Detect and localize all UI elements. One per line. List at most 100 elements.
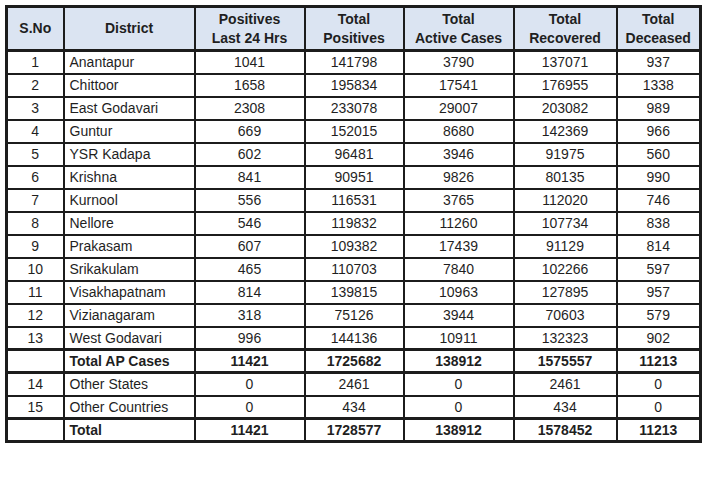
- total-recovered-cell: 91975: [514, 143, 617, 166]
- total-positives-cell: 119832: [305, 212, 404, 235]
- positives-24hrs-cell: 0: [195, 396, 305, 419]
- total-recovered-cell: 112020: [514, 189, 617, 212]
- positives-24hrs-cell: 318: [195, 304, 305, 327]
- covid-district-table-container: S.No District Positives Last 24 Hrs Tota…: [5, 5, 699, 443]
- total-active-cell: 138912: [404, 419, 514, 442]
- sno-cell: 11: [7, 281, 64, 304]
- table-row: 3East Godavari230823307829007203082989: [7, 97, 701, 120]
- table-row: 9Prakasam6071093821743991129814: [7, 235, 701, 258]
- positives-24hrs-cell: 11421: [195, 419, 305, 442]
- table-row: 15Other Countries043404340: [7, 396, 701, 419]
- total-active-cell: 9826: [404, 166, 514, 189]
- district-cell: Visakhapatnam: [64, 281, 195, 304]
- total-recovered-cell: 142369: [514, 120, 617, 143]
- summary-row: Total AP Cases11421172568213891215755571…: [7, 350, 701, 373]
- district-cell: YSR Kadapa: [64, 143, 195, 166]
- positives-24hrs-cell: 1658: [195, 74, 305, 97]
- positives-24hrs-cell: 546: [195, 212, 305, 235]
- header-total-positives: Total Positives: [305, 7, 404, 51]
- total-recovered-cell: 1575557: [514, 350, 617, 373]
- sno-cell: 7: [7, 189, 64, 212]
- total-positives-cell: 96481: [305, 143, 404, 166]
- total-active-cell: 8680: [404, 120, 514, 143]
- district-cell: Nellore: [64, 212, 195, 235]
- total-deceased-cell: 560: [617, 143, 701, 166]
- district-cell: Vizianagaram: [64, 304, 195, 327]
- sno-cell: 1: [7, 51, 64, 74]
- sno-cell: 15: [7, 396, 64, 419]
- positives-24hrs-cell: 465: [195, 258, 305, 281]
- header-positives-24hrs: Positives Last 24 Hrs: [195, 7, 305, 51]
- covid-district-table: S.No District Positives Last 24 Hrs Tota…: [5, 5, 702, 443]
- district-cell: West Godavari: [64, 327, 195, 350]
- positives-24hrs-cell: 841: [195, 166, 305, 189]
- total-active-cell: 11260: [404, 212, 514, 235]
- district-cell: Srikakulam: [64, 258, 195, 281]
- summary-row: Total114211728577138912157845211213: [7, 419, 701, 442]
- sno-cell: 14: [7, 373, 64, 396]
- header-total-recovered: Total Recovered: [514, 7, 617, 51]
- table-header: S.No District Positives Last 24 Hrs Tota…: [7, 7, 701, 51]
- sno-cell: 13: [7, 327, 64, 350]
- positives-24hrs-cell: 556: [195, 189, 305, 212]
- table-row: 14Other States02461024610: [7, 373, 701, 396]
- table-row: 10Srikakulam4651107037840102266597: [7, 258, 701, 281]
- total-deceased-cell: 0: [617, 373, 701, 396]
- total-recovered-cell: 107734: [514, 212, 617, 235]
- total-deceased-cell: 1338: [617, 74, 701, 97]
- total-deceased-cell: 990: [617, 166, 701, 189]
- header-total-active: Total Active Cases: [404, 7, 514, 51]
- total-positives-cell: 1725682: [305, 350, 404, 373]
- total-deceased-cell: 597: [617, 258, 701, 281]
- sno-cell: 6: [7, 166, 64, 189]
- total-positives-cell: 233078: [305, 97, 404, 120]
- total-positives-cell: 141798: [305, 51, 404, 74]
- positives-24hrs-cell: 1041: [195, 51, 305, 74]
- positives-24hrs-cell: 11421: [195, 350, 305, 373]
- total-recovered-cell: 2461: [514, 373, 617, 396]
- district-cell: Krishna: [64, 166, 195, 189]
- total-active-cell: 17541: [404, 74, 514, 97]
- total-active-cell: 10911: [404, 327, 514, 350]
- total-deceased-cell: 937: [617, 51, 701, 74]
- district-cell: Guntur: [64, 120, 195, 143]
- district-cell: Prakasam: [64, 235, 195, 258]
- table-row: 8Nellore54611983211260107734838: [7, 212, 701, 235]
- total-active-cell: 10963: [404, 281, 514, 304]
- sno-cell: 10: [7, 258, 64, 281]
- total-active-cell: 3790: [404, 51, 514, 74]
- total-positives-cell: 195834: [305, 74, 404, 97]
- total-deceased-cell: 0: [617, 396, 701, 419]
- total-recovered-cell: 132323: [514, 327, 617, 350]
- table-row: 11Visakhapatnam81413981510963127895957: [7, 281, 701, 304]
- total-recovered-cell: 1578452: [514, 419, 617, 442]
- sno-cell: 2: [7, 74, 64, 97]
- total-deceased-cell: 989: [617, 97, 701, 120]
- total-deceased-cell: 746: [617, 189, 701, 212]
- sno-cell: 3: [7, 97, 64, 120]
- total-active-cell: 29007: [404, 97, 514, 120]
- total-recovered-cell: 137071: [514, 51, 617, 74]
- total-positives-cell: 116531: [305, 189, 404, 212]
- total-positives-cell: 1728577: [305, 419, 404, 442]
- sno-cell: 8: [7, 212, 64, 235]
- total-recovered-cell: 80135: [514, 166, 617, 189]
- district-cell: Total AP Cases: [64, 350, 195, 373]
- table-row: 2Chittoor1658195834175411769551338: [7, 74, 701, 97]
- total-recovered-cell: 434: [514, 396, 617, 419]
- total-deceased-cell: 902: [617, 327, 701, 350]
- total-recovered-cell: 102266: [514, 258, 617, 281]
- total-positives-cell: 110703: [305, 258, 404, 281]
- total-deceased-cell: 11213: [617, 419, 701, 442]
- total-active-cell: 17439: [404, 235, 514, 258]
- total-active-cell: 3944: [404, 304, 514, 327]
- sno-cell: 4: [7, 120, 64, 143]
- sno-cell: 12: [7, 304, 64, 327]
- total-active-cell: 0: [404, 396, 514, 419]
- table-row: 13West Godavari99614413610911132323902: [7, 327, 701, 350]
- total-recovered-cell: 203082: [514, 97, 617, 120]
- sno-cell: 5: [7, 143, 64, 166]
- table-row: 4Guntur6691520158680142369966: [7, 120, 701, 143]
- sno-cell: [7, 419, 64, 442]
- total-positives-cell: 90951: [305, 166, 404, 189]
